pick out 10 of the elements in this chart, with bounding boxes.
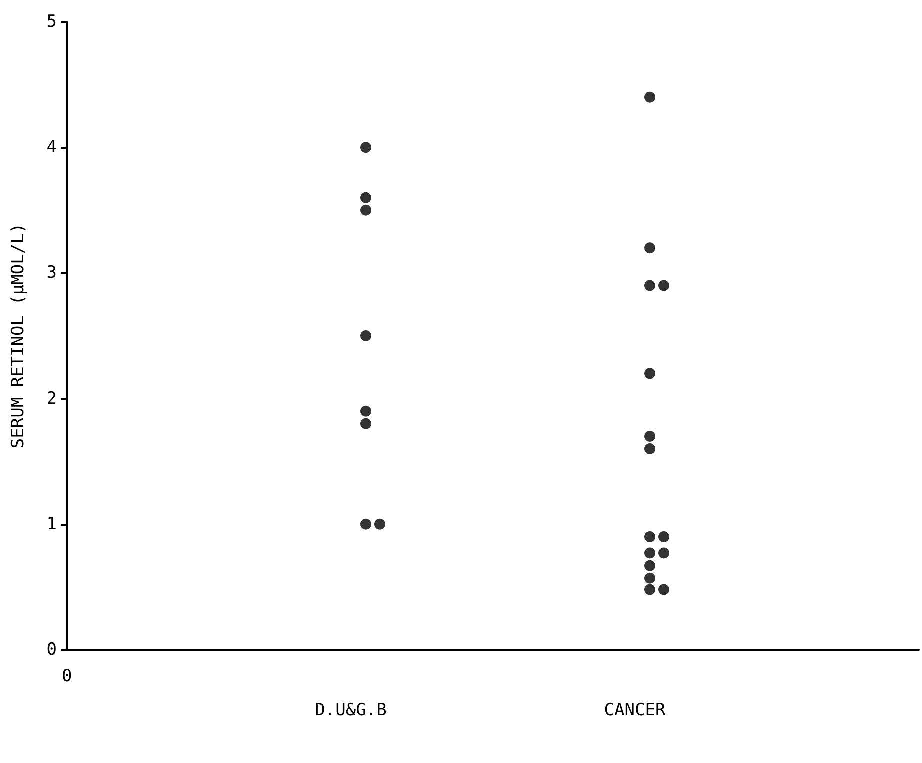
x-tick-label: D.U&G.B bbox=[315, 700, 387, 720]
x-tick-label: CANCER bbox=[604, 700, 666, 720]
y-tick-label: 0 bbox=[46, 640, 57, 660]
y-tick-label: 5 bbox=[46, 12, 57, 32]
y-tick-label: 2 bbox=[46, 388, 57, 409]
y-tick-label: 4 bbox=[46, 138, 57, 158]
y-tick-label: 1 bbox=[46, 514, 57, 534]
y-axis-title: SERUM RETINOL (µMOL/L) bbox=[8, 223, 28, 449]
text: 0 bbox=[62, 666, 72, 686]
y-tick-label: 3 bbox=[46, 263, 57, 284]
